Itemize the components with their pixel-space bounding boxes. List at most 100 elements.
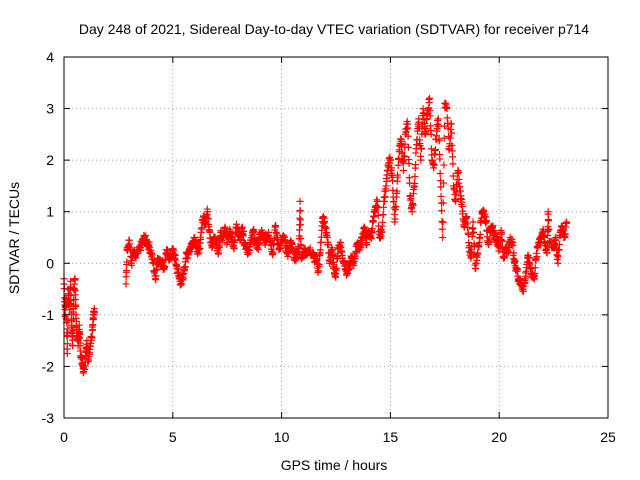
data-point [561,230,569,238]
data-point [152,272,160,280]
data-point [493,232,501,240]
y-axis-label: SDTVAR / TECUs [6,182,22,294]
data-point [319,213,327,221]
data-point [556,240,564,248]
data-point [69,327,77,335]
data-point [134,249,142,257]
data-point [122,280,130,288]
data-point [421,119,429,127]
y-tick-label: -1 [42,307,55,323]
data-point [193,250,201,258]
data-point [533,252,541,260]
data-point [456,187,464,195]
data-point [71,276,79,284]
y-tick-label: -2 [42,358,55,374]
data-point [449,160,457,168]
data-point [324,241,332,249]
data-point [500,254,508,262]
data-point [437,192,445,200]
data-point [468,232,476,240]
data-point [407,195,415,203]
data-point [443,105,451,113]
data-point [197,235,205,243]
data-point [392,203,400,211]
data-point [436,155,444,163]
data-point [313,256,321,264]
data-point [323,234,331,241]
x-tick-label: 0 [60,429,68,445]
data-point [331,265,339,273]
data-point [88,333,96,341]
data-point [544,208,552,216]
data-point [454,168,462,176]
data-point [552,234,560,241]
data-point [87,339,95,347]
data-point [455,175,463,183]
data-point [452,197,460,205]
data-point [381,193,389,201]
data-point [408,208,416,216]
x-axis-label: GPS time / hours [281,457,388,473]
data-point [545,217,553,225]
data-point [315,260,323,268]
data-point [447,120,455,128]
data-point [482,217,490,225]
data-points [60,94,571,377]
data-point [379,211,387,219]
data-point [436,170,444,178]
data-point [367,235,375,243]
x-tick-label: 10 [274,429,290,445]
data-point [230,245,238,253]
data-point [393,177,401,185]
data-point [434,115,442,123]
data-point [457,192,465,200]
data-point [452,188,460,196]
data-point [67,291,75,299]
data-point [380,197,388,205]
data-point [425,104,433,112]
data-point [474,250,482,258]
data-point [123,258,131,266]
data-point [439,218,447,226]
x-tick-label: 5 [169,429,177,445]
data-point [67,300,75,308]
data-point [438,218,446,226]
data-point [509,242,517,250]
data-point [269,249,277,257]
data-point [296,197,304,205]
data-point [426,94,434,102]
data-point [554,259,562,267]
data-point [198,224,206,232]
data-point [63,340,71,348]
data-point [373,196,381,204]
data-point [388,164,396,172]
data-point [510,249,518,257]
data-point [563,218,571,226]
x-tick-label: 20 [491,429,507,445]
data-point [459,207,467,215]
data-point [368,225,376,233]
data-point [498,237,506,245]
data-point [204,208,212,216]
data-point [543,249,551,257]
data-point [422,125,430,133]
data-point [344,269,352,277]
data-point [431,146,439,154]
data-point [246,246,254,254]
data-point [469,224,477,232]
data-point [417,144,425,152]
data-point [440,134,448,142]
data-point [531,264,539,272]
data-point [182,255,190,263]
data-point [76,339,84,347]
data-point [394,173,402,181]
data-point [400,153,408,161]
data-point [161,263,169,271]
data-point [132,254,140,262]
data-point [387,156,395,164]
data-point [247,240,255,248]
y-tick-label: 0 [46,255,54,271]
chart-title: Day 248 of 2021, Sidereal Day-to-day VTE… [79,21,589,37]
data-point [316,246,324,254]
data-point [215,243,223,251]
